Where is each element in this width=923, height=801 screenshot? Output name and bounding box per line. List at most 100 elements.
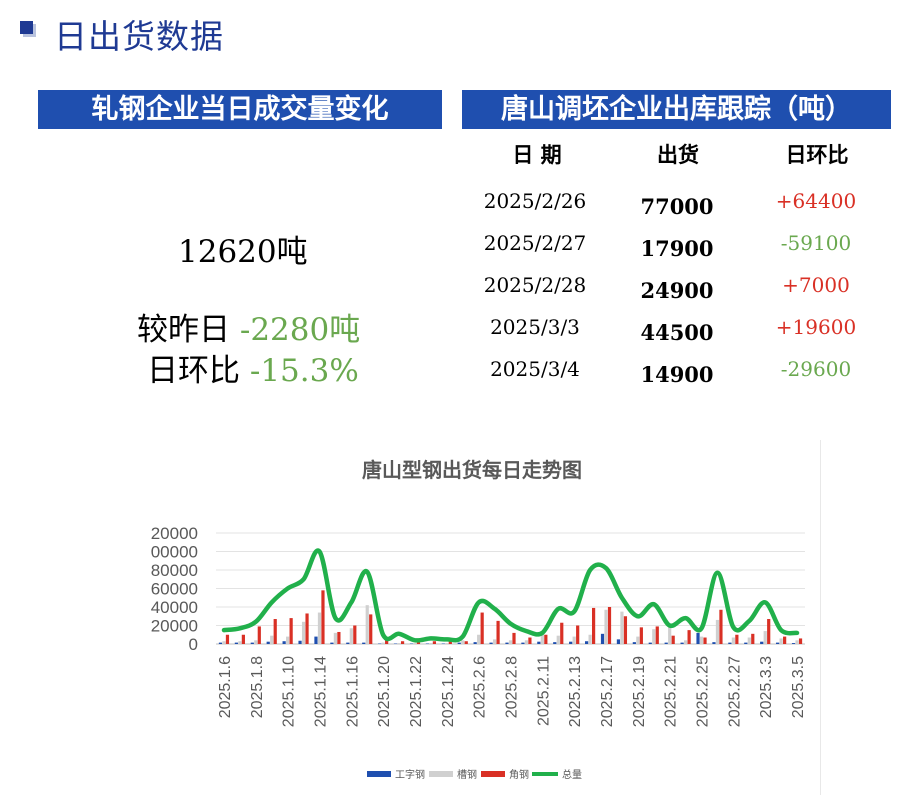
- bar-槽钢: [684, 640, 688, 644]
- bar-角钢: [225, 634, 230, 644]
- bar-角钢: [496, 620, 500, 644]
- legend-swatch: [429, 771, 453, 777]
- bar-槽钢: [333, 632, 337, 644]
- x-tick-label: 2025.2.8: [504, 656, 521, 718]
- bar-槽钢: [397, 643, 401, 644]
- bar-槽钢: [588, 634, 592, 644]
- bar-槽钢: [492, 639, 497, 644]
- line-总量: [221, 548, 800, 643]
- table-cell-date: 2025/3/3: [490, 315, 580, 339]
- legend-label: 角钢: [509, 768, 529, 781]
- x-tick-label: 2025.1.8: [249, 656, 266, 718]
- x-tick-label: 2025.1.14: [312, 656, 329, 727]
- bar-槽钢: [365, 605, 369, 644]
- bar-槽钢: [445, 643, 449, 644]
- bar-角钢: [719, 609, 723, 644]
- bar-槽钢: [747, 637, 751, 644]
- y-tick-label: 0: [189, 635, 198, 654]
- page-title: 日出货数据: [54, 17, 224, 56]
- table-cell-date: 2025/2/28: [483, 273, 587, 297]
- bar-角钢: [576, 625, 580, 644]
- x-tick-label: 2025.3.5: [790, 656, 807, 718]
- x-tick-label: 2025.1.24: [440, 656, 457, 727]
- bar-工字钢: [648, 642, 652, 644]
- bar-角钢: [241, 634, 245, 644]
- bar-槽钢: [301, 621, 306, 644]
- legend-swatch: [481, 771, 505, 777]
- bar-工字钢: [362, 642, 366, 644]
- table-cell-shipment: 77000: [640, 194, 714, 219]
- bar-工字钢: [664, 642, 668, 644]
- table-cell-change: -59100: [780, 231, 852, 255]
- bar-槽钢: [668, 625, 672, 644]
- bar-工字钢: [266, 641, 270, 644]
- change-value: -2280吨: [239, 312, 361, 348]
- table-cell-date: 2025/3/4: [490, 357, 580, 381]
- y-tick-label: 120000: [150, 524, 198, 543]
- bar-工字钢: [553, 642, 557, 644]
- bar-角钢: [448, 641, 452, 644]
- bar-工字钢: [600, 633, 605, 644]
- bar-角钢: [783, 636, 787, 644]
- chart-title: 唐山型钢出货每日走势图: [362, 458, 582, 482]
- bar-角钢: [671, 635, 675, 644]
- bar-角钢: [607, 607, 612, 644]
- bar-槽钢: [620, 611, 624, 644]
- bar-角钢: [305, 613, 309, 644]
- bar-角钢: [639, 627, 643, 644]
- bar-角钢: [655, 626, 659, 644]
- bar-槽钢: [652, 629, 656, 644]
- bar-槽钢: [429, 643, 433, 644]
- x-tick-label: 2025.1.10: [281, 656, 298, 727]
- bar-角钢: [480, 612, 484, 644]
- bar-槽钢: [508, 640, 513, 644]
- bar-工字钢: [696, 632, 700, 644]
- bar-槽钢: [556, 635, 560, 644]
- legend-swatch: [367, 771, 391, 777]
- table-cell-shipment: 14900: [640, 362, 714, 387]
- x-tick-label: 2025.3.3: [758, 656, 775, 718]
- table-cell-change: +7000: [782, 273, 850, 297]
- bar-工字钢: [346, 642, 350, 644]
- bar-角钢: [528, 637, 532, 644]
- bar-角钢: [385, 640, 389, 644]
- bar-工字钢: [712, 642, 716, 644]
- bar-槽钢: [715, 619, 720, 644]
- bar-工字钢: [791, 643, 796, 644]
- bar-工字钢: [537, 641, 541, 644]
- bar-角钢: [512, 632, 516, 644]
- bar-槽钢: [779, 638, 783, 644]
- bar-槽钢: [317, 612, 322, 644]
- bar-槽钢: [604, 609, 608, 644]
- bar-角钢: [369, 614, 373, 644]
- bar-角钢: [321, 590, 325, 644]
- bar-工字钢: [473, 642, 477, 644]
- x-tick-label: 2025.2.13: [567, 656, 584, 727]
- table-cell-date: 2025/2/26: [483, 189, 587, 213]
- bar-槽钢: [636, 636, 640, 644]
- table-cell-shipment: 24900: [640, 278, 714, 303]
- chart-divider: [820, 440, 821, 795]
- bar-槽钢: [477, 634, 481, 644]
- bar-角钢: [687, 630, 691, 644]
- bar-工字钢: [298, 640, 302, 644]
- daily-volume-banner: 轧钢企业当日成交量变化: [38, 90, 442, 129]
- legend-label: 槽钢: [457, 768, 477, 781]
- bar-工字钢: [314, 636, 318, 644]
- x-tick-label: 2025.2.19: [631, 656, 648, 727]
- bar-槽钢: [795, 640, 799, 644]
- table-cell-change: +64400: [775, 189, 857, 213]
- y-tick-label: 40000: [151, 598, 198, 617]
- bar-槽钢: [699, 636, 704, 644]
- x-tick-label: 2025.2.17: [599, 656, 616, 727]
- bar-角钢: [273, 619, 277, 644]
- bar-槽钢: [254, 640, 258, 644]
- bar-角钢: [464, 641, 468, 644]
- x-tick-label: 2025.2.25: [695, 656, 712, 727]
- bar-槽钢: [270, 635, 274, 644]
- bar-工字钢: [218, 642, 223, 644]
- bar-槽钢: [286, 636, 290, 644]
- x-tick-label: 2025.2.6: [472, 656, 489, 718]
- x-tick-label: 2025.2.11: [535, 656, 552, 726]
- bar-槽钢: [413, 643, 417, 644]
